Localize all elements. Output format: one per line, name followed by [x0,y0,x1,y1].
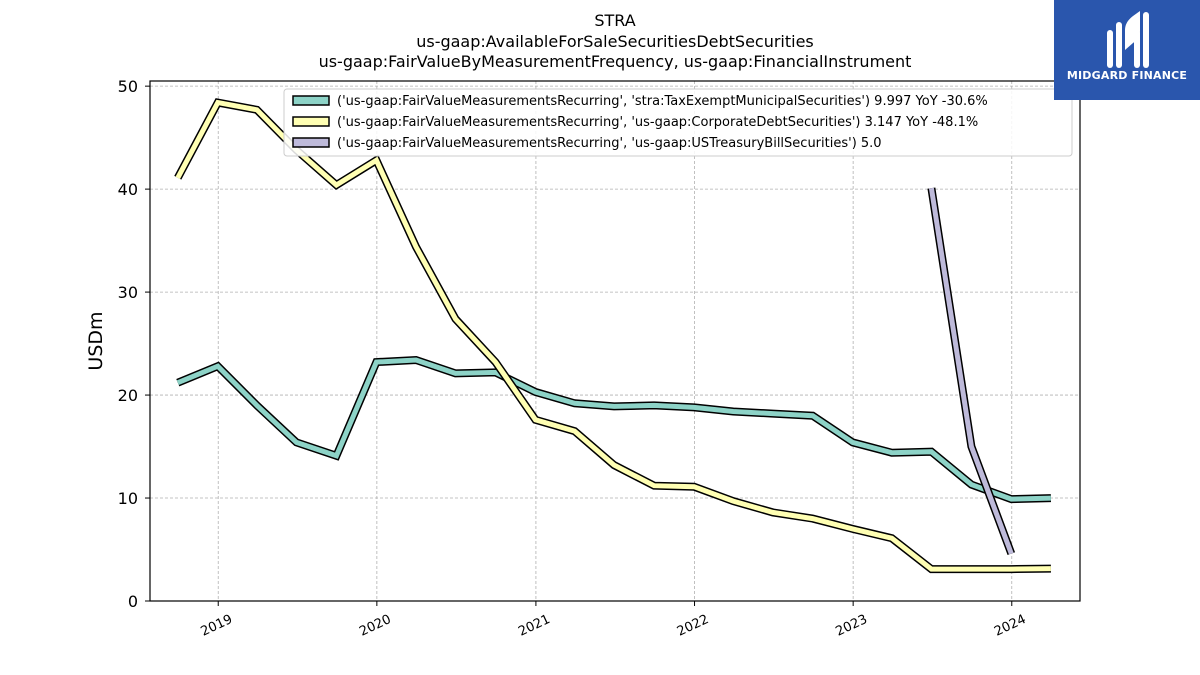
y-tick-label: 0 [128,592,138,611]
series-1-line [176,355,1052,504]
series-line-outline [174,98,1051,574]
series-lines [174,98,1052,574]
y-tick-label: 20 [118,386,138,405]
y-tick-label: 30 [118,283,138,302]
logo-mark-icon [1107,11,1149,68]
grid-lines [150,81,1080,602]
y-tick-label: 10 [118,489,138,508]
series-line-fill [175,99,1051,572]
series-line-fill [928,187,1014,555]
x-tick-label: 2019 [199,612,235,640]
y-axis-label: USDm [85,311,107,370]
logo-text: MIDGARD FINANCE [1066,69,1188,82]
company-logo: MIDGARD FINANCE [1054,0,1200,100]
series-3-line [927,187,1016,555]
x-axis: 2019 2020 2021 2022 2023 2024 [199,601,1028,640]
legend-box [283,88,1073,157]
legend-swatch [292,95,330,106]
y-axis: 0 10 20 30 40 50 [118,77,150,611]
chart-title-line-1: STRA [594,11,636,30]
x-tick-label: 2020 [357,612,393,640]
legend-swatch [292,116,330,127]
legend-entry-3: ('us-gaap:FairValueMeasurementsRecurring… [337,136,882,151]
y-tick-label: 50 [118,77,138,96]
chart-title-line-2: us-gaap:AvailableForSaleSecuritiesDebtSe… [416,32,814,51]
legend-entry-2: ('us-gaap:FairValueMeasurementsRecurring… [337,115,978,130]
series-line-outline [176,355,1052,504]
y-tick-label: 40 [118,180,138,199]
chart-title-line-3: us-gaap:FairValueByMeasurementFrequency,… [318,52,912,71]
x-tick-label: 2024 [992,612,1028,640]
series-2-line [174,98,1051,574]
plot-frame [149,80,1081,602]
x-tick-label: 2023 [834,612,870,640]
x-tick-label: 2021 [516,612,552,640]
legend-swatch [292,137,330,148]
legend-entry-1: ('us-gaap:FairValueMeasurementsRecurring… [337,94,988,109]
series-line-fill [176,357,1051,502]
legend: ('us-gaap:FairValueMeasurementsRecurring… [283,88,1073,157]
x-tick-label: 2022 [675,612,711,640]
